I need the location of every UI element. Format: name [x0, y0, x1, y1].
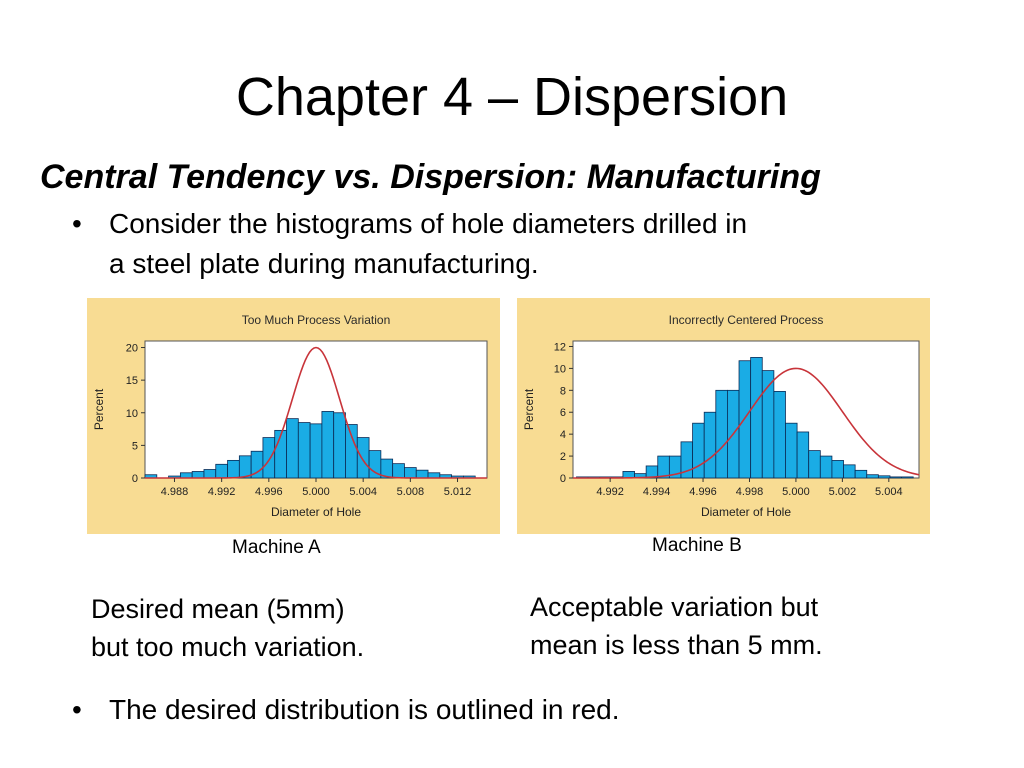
histogram-bar [866, 474, 879, 479]
histogram-bar [309, 423, 323, 479]
desired-distribution-curve [573, 367, 920, 479]
histogram-bar [750, 357, 763, 479]
histogram-bar [203, 469, 217, 479]
histogram-bar [262, 437, 276, 479]
histogram-bar [333, 412, 346, 479]
histogram-bar [901, 476, 914, 479]
x-tick-label: 5.004 [875, 486, 903, 498]
x-tick-label: 5.004 [349, 486, 377, 498]
histogram-bar [415, 469, 429, 479]
machine-a-label: Machine A [232, 537, 321, 558]
x-tick-label: 4.996 [255, 486, 283, 498]
histogram-bar [877, 475, 891, 479]
histogram-bar [773, 391, 786, 479]
x-tick-label: 4.992 [208, 486, 236, 498]
y-tick-label: 20 [126, 343, 138, 355]
histogram-bar [191, 471, 205, 479]
bullet-text: The desired distribution is outlined in … [109, 694, 620, 725]
x-tick-label: 4.996 [689, 486, 717, 498]
histogram-bar [657, 455, 670, 479]
histogram-bar [808, 450, 821, 479]
note-machine-a: Desired mean (5mm) but too much variatio… [91, 590, 364, 666]
histogram-bar [404, 467, 417, 479]
bullet-text-line-2: a steel plate during manufacturing. [109, 248, 539, 279]
bullet-text-line-1: Consider the histograms of hole diameter… [109, 208, 748, 239]
y-tick-label: 6 [560, 407, 566, 419]
histogram-bar [843, 464, 856, 479]
histogram-bar [854, 469, 868, 479]
x-tick-label: 5.002 [829, 486, 857, 498]
y-tick-label: 10 [126, 408, 138, 420]
x-tick-label: 5.000 [302, 486, 330, 498]
y-tick-label: 12 [554, 341, 566, 353]
x-axis-label: Diameter of Hole [701, 505, 791, 519]
note-a-line-2: but too much variation. [91, 632, 365, 662]
histogram-machine-b: Incorrectly Centered Process 0 2 4 6 8 10 12 4.9… [517, 298, 930, 534]
y-tick-label: 10 [554, 363, 566, 375]
slide-title: Chapter 4 – Dispersion [235, 67, 789, 127]
histogram-bar [715, 389, 728, 479]
bullet-marker: • [72, 208, 82, 239]
histogram-bar [345, 424, 358, 479]
histogram-bar [356, 437, 370, 479]
y-tick-label: 5 [132, 440, 138, 452]
x-axis-label: Diameter of Hole [271, 505, 361, 519]
machine-b-label: Machine B [652, 535, 742, 556]
y-tick-label: 4 [560, 429, 566, 441]
chart-title: Too Much Process Variation [242, 313, 391, 327]
histogram-bar [831, 460, 844, 479]
slide-subtitle: Central Tendency vs. Dispersion: Manufac… [40, 158, 821, 196]
histogram-bar [819, 455, 833, 479]
y-tick-label: 15 [126, 375, 138, 387]
x-tick-label: 5.008 [397, 486, 425, 498]
x-tick-label: 5.000 [782, 486, 810, 498]
y-tick-label: 0 [560, 473, 566, 485]
note-b-line-1: Acceptable variation but [530, 592, 819, 622]
x-tick-label: 4.998 [736, 486, 764, 498]
x-tick-label: 5.012 [444, 486, 472, 498]
histogram-machine-a: Too Much Process Variation 0 5 10 15 20 4.988 4… [87, 298, 500, 534]
desired-distribution-curve [145, 346, 487, 479]
y-axis-label: Percent [92, 388, 106, 430]
histogram-bar [215, 463, 228, 479]
x-tick-label: 4.988 [161, 486, 189, 498]
histogram-bar [785, 422, 798, 479]
histogram-panel-machine-b: Incorrectly Centered Process 0 2 4 6 8 10 12 4.9… [517, 298, 930, 534]
chart-title: Incorrectly Centered Process [669, 313, 824, 327]
histogram-bar [286, 418, 299, 479]
histogram-bar [227, 459, 240, 479]
histogram-bar [889, 476, 902, 479]
histogram-bar [321, 411, 335, 479]
y-tick-label: 8 [560, 385, 566, 397]
histogram-bar [796, 431, 810, 479]
y-tick-label: 0 [132, 473, 138, 485]
histogram-bar [703, 411, 717, 479]
note-a-line-1: Desired mean (5mm) [91, 594, 345, 624]
y-axis-label: Percent [522, 388, 536, 430]
note-b-line-2: mean is less than 5 mm. [530, 630, 823, 660]
x-tick-label: 4.992 [596, 486, 624, 498]
histogram-panel-machine-a: Too Much Process Variation 0 5 10 15 20 4.988 4… [87, 298, 500, 534]
histogram-bar [297, 422, 311, 479]
histogram-bar [238, 455, 252, 479]
x-tick-label: 4.994 [643, 486, 671, 498]
histogram-bar [692, 422, 705, 479]
bullet-marker: • [72, 694, 82, 725]
note-machine-b: Acceptable variation but mean is less th… [530, 588, 823, 664]
histogram-bar [392, 463, 405, 479]
y-tick-label: 2 [560, 451, 566, 463]
